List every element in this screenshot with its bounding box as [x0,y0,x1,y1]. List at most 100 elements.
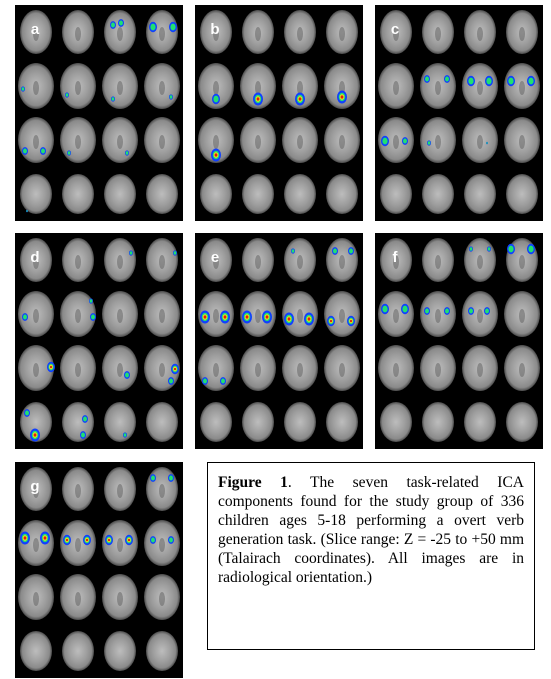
activation-blob [469,308,473,313]
activation-blob [23,314,27,319]
activation-blob [508,78,513,85]
activation-blob [174,251,177,254]
brain-slice [242,174,274,214]
activation-blob [128,539,130,542]
activation-blob [150,24,155,31]
activation-blob [119,20,123,25]
panel-label: d [30,249,39,266]
ventricle [117,309,123,323]
ventricle [117,81,123,95]
ventricle [435,27,441,41]
ventricle [33,309,39,323]
brain-panel: b [195,5,363,221]
activation-blob [170,95,173,98]
brain-panel: c [375,5,543,221]
ventricle [117,592,123,606]
activation-blob [403,138,407,143]
ventricle [213,309,219,323]
ventricle [255,309,261,323]
ventricle [75,255,81,269]
activation-blob [124,433,127,436]
activation-blob [203,378,207,383]
brain-slice [284,402,316,442]
activation-blob [23,148,27,153]
activation-blob [66,93,69,96]
ventricle [519,135,525,149]
ventricle [477,135,483,149]
activation-blob [66,539,68,542]
ventricle [213,81,219,95]
ventricle [75,592,81,606]
panel-label: a [31,21,40,38]
ventricle [477,255,483,269]
activation-blob [299,97,302,100]
brain-panel: e [195,233,363,449]
ventricle [159,135,165,149]
ventricle [477,363,483,377]
activation-blob [81,432,85,437]
activation-blob [22,87,25,90]
activation-blob [428,141,431,144]
ventricle [297,363,303,377]
ventricle [117,363,123,377]
ventricle [435,135,441,149]
activation-blob [349,248,353,253]
brain-slice [200,402,232,442]
activation-blob [86,539,88,542]
ventricle [339,27,345,41]
ventricle [297,27,303,41]
ventricle [117,255,123,269]
brain-slice [284,174,316,214]
ventricle [33,592,39,606]
ventricle [159,81,165,95]
brain-slice [146,631,178,671]
ventricle [519,27,525,41]
activation-blob [108,539,110,542]
ventricle [75,309,81,323]
ventricle [339,309,345,323]
activation-blob [68,151,71,154]
activation-blob [382,306,387,313]
brain-slice [62,174,94,214]
ventricle [75,538,81,552]
activation-blob [402,306,407,313]
activation-blob [215,153,218,156]
activation-blob [350,320,352,323]
ventricle [75,484,81,498]
brain-panel: f [375,233,543,449]
ventricle [33,363,39,377]
activation-blob [174,368,176,371]
activation-blob [470,247,473,250]
ventricle [519,255,525,269]
brain-slice [506,174,538,214]
activation-blob [257,97,260,100]
brain-slice [380,174,412,214]
activation-blob [266,315,269,318]
activation-blob [425,308,429,313]
brain-slice [464,402,496,442]
activation-blob [528,78,533,85]
activation-blob [24,536,27,539]
ventricle [213,135,219,149]
activation-blob [151,537,155,542]
ventricle [393,81,399,95]
ventricle [159,363,165,377]
brain-slice [62,631,94,671]
activation-blob [341,95,344,98]
page: abcdefg Figure 1. The seven task-related… [0,0,551,679]
activation-blob [26,210,27,212]
ventricle [339,255,345,269]
ventricle [213,363,219,377]
brain-slice [20,174,52,214]
caption-label: Figure 1 [218,474,288,491]
brain-slice [422,402,454,442]
ventricle [519,81,525,95]
ventricle [477,27,483,41]
ventricle [255,363,261,377]
activation-blob [486,142,487,144]
ventricle [159,538,165,552]
activation-blob [83,416,87,421]
activation-blob [445,308,449,313]
ventricle [477,81,483,95]
ventricle [393,135,399,149]
